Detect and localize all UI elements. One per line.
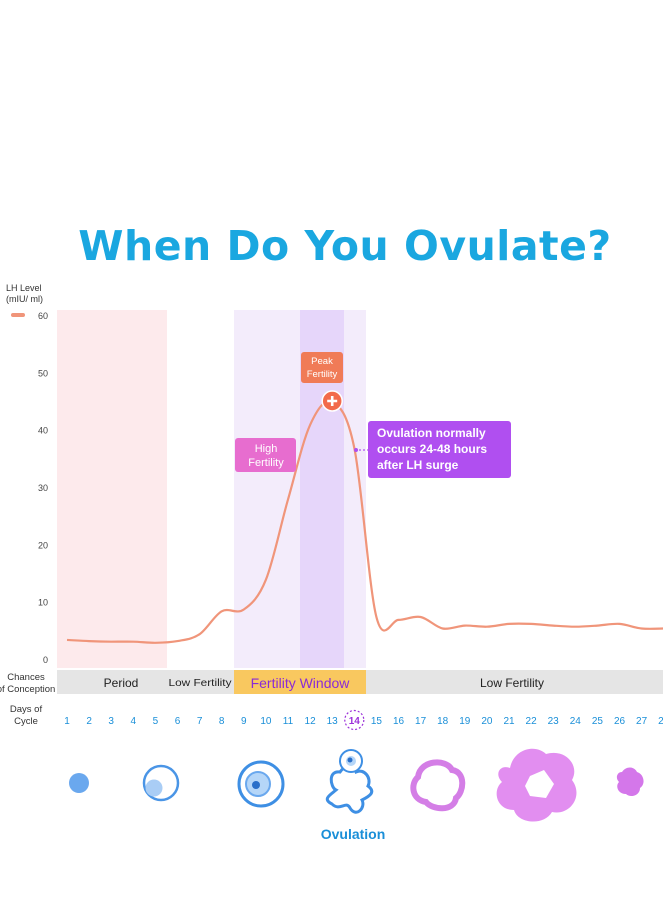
y-tick-label: 0 — [43, 655, 48, 665]
ovulation-note-box — [368, 421, 511, 478]
day-tick-label: 23 — [548, 716, 560, 727]
day-tick-label: 24 — [570, 716, 582, 727]
day-tick-label: 2 — [86, 716, 92, 727]
day-tick-label: 7 — [197, 716, 203, 727]
phase-label-period: Period — [104, 676, 139, 690]
day-tick-label: 12 — [305, 716, 317, 727]
day-tick-label: 14 — [349, 716, 361, 727]
corpus-albicans-icon — [616, 767, 644, 796]
highlighted-day-circle — [344, 709, 365, 731]
peak-fertility-box — [301, 352, 343, 383]
y-axis-label: LH Level (mIU/ ml) — [6, 283, 43, 304]
day-tick-label: 20 — [481, 716, 493, 727]
y-tick-label: 30 — [38, 483, 48, 493]
days-axis: Days of Cycle 1 2 3 4 5 6 7 8 9 10 11 12 13 14 15 16 17 18 1… — [10, 704, 663, 731]
day-tick-label: 11 — [283, 716, 294, 727]
lh-curve — [66, 400, 663, 644]
ovulating-follicle-icon — [325, 765, 374, 814]
legend-swatch — [11, 313, 25, 317]
period-band — [57, 310, 167, 668]
day-tick-label: 21 — [503, 716, 515, 727]
day-tick-label: 18 — [437, 716, 449, 727]
follicle-stages: Ovulation — [69, 748, 644, 842]
days-axis-label: Days of Cycle — [10, 704, 43, 727]
conception-bar: Chances of Conception Period Low Fertility F… — [0, 670, 663, 695]
day-tick-label: 6 — [175, 716, 181, 727]
high-fertility-box — [235, 438, 296, 472]
day-tick-label: 25 — [592, 716, 604, 727]
day-tick-label: 17 — [415, 716, 427, 727]
conception-label: Chances of Conception — [0, 672, 55, 695]
phase-label-fertility-window: Fertility Window — [251, 675, 351, 691]
note-dot — [354, 448, 358, 452]
phase-label-low-fertility: Low Fertility — [169, 677, 233, 689]
corpus-luteum-early-icon — [410, 759, 466, 812]
day-tick-label: 9 — [241, 716, 247, 727]
y-axis: LH Level (mIU/ ml) 0 10 20 30 40 50 60 — [6, 283, 48, 665]
day-tick-label: 26 — [614, 716, 626, 727]
y-tick-label: 60 — [38, 311, 48, 321]
y-tick-label: 50 — [38, 368, 48, 378]
day-tick-label: 19 — [459, 716, 471, 727]
day-tick-label: 15 — [371, 716, 383, 727]
follicle-dominant-egg — [252, 781, 260, 789]
annotations: Peak Fertility High Fertility Ovulation norm… — [235, 352, 511, 478]
day-tick-label: 13 — [327, 716, 339, 727]
released-egg-nucleus — [347, 757, 353, 763]
day-tick-label: 16 — [393, 716, 405, 727]
fertility-window-bar — [234, 670, 366, 694]
day-tick-label: 5 — [153, 716, 159, 727]
day-tick-label: 28 — [658, 716, 663, 727]
follicle-growing-core — [145, 779, 163, 797]
day-tick-label: 10 — [260, 716, 272, 727]
day-tick-label: 22 — [526, 716, 538, 727]
high-fertility-label: High Fertility — [248, 443, 284, 469]
day-tick-label: 3 — [108, 716, 114, 727]
page-title: When Do You Ovulate? — [78, 222, 612, 270]
y-tick-label: 20 — [38, 540, 48, 550]
follicle-small-icon — [69, 773, 89, 793]
peak-fertility-label: Peak Fertility — [307, 356, 338, 380]
day-tick-label: 27 — [636, 716, 648, 727]
lh-curve-layer — [66, 400, 663, 644]
y-tick-label: 10 — [38, 598, 48, 608]
y-tick-label: 40 — [38, 426, 48, 436]
day-tick-label: 4 — [131, 716, 137, 727]
phase-label-low-fertility-late: Low Fertility — [480, 676, 544, 690]
corpus-luteum-core — [525, 770, 554, 798]
day-tick-label: 1 — [64, 716, 70, 727]
ovulation-label: Ovulation — [321, 826, 386, 842]
plus-icon — [327, 396, 338, 406]
ovulation-note-text: Ovulation normally occurs 24-48 hours afte… — [377, 426, 487, 472]
day-tick-label: 8 — [219, 716, 225, 727]
